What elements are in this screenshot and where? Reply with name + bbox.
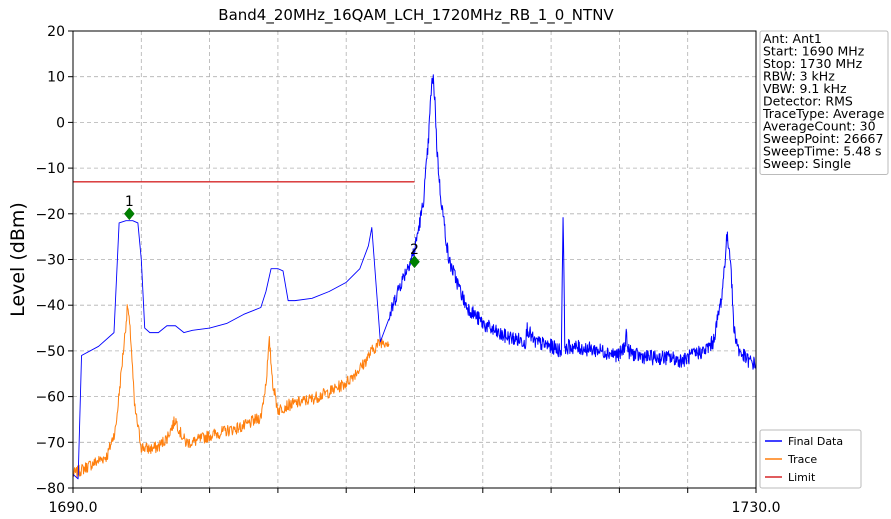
- x-tick-label: 1690.0: [49, 500, 98, 516]
- y-axis-label: Level (dBm): [7, 202, 29, 317]
- info-line: TraceType: Average: [762, 106, 885, 121]
- markers: 12: [124, 194, 420, 269]
- y-tick-label: 10: [47, 70, 65, 86]
- info-line: VBW: 9.1 kHz: [763, 81, 847, 96]
- info-line: Sweep: Single: [763, 156, 851, 171]
- info-line: Ant: Ant1: [763, 31, 822, 46]
- info-line: SweepPoint: 26667: [763, 131, 883, 146]
- marker-label: 2: [410, 242, 419, 258]
- legend-label: Final Data: [788, 435, 843, 448]
- x-tick-label: 1730.0: [732, 500, 781, 516]
- info-box-frame: [759, 30, 889, 175]
- x-axis-ticks: 1690.0 1730.0: [49, 488, 781, 516]
- y-tick-label: 0: [56, 115, 65, 131]
- y-tick-label: 20: [47, 24, 65, 40]
- y-tick-label: −20: [35, 207, 65, 223]
- info-line: Detector: RMS: [763, 94, 853, 109]
- final-data-series: [72, 74, 757, 480]
- marker-diamond: [409, 255, 420, 269]
- legend-frame: [759, 429, 862, 489]
- info-line: Start: 1690 MHz: [763, 44, 865, 59]
- series-line: [388, 74, 757, 370]
- legend-label: Limit: [788, 471, 816, 484]
- info-line: SweepTime: 5.48 s: [763, 144, 882, 159]
- chart-title: Band4_20MHz_16QAM_LCH_1720MHz_RB_1_0_NTN…: [218, 6, 614, 25]
- y-tick-label: −60: [35, 390, 65, 406]
- series-line: [72, 220, 390, 480]
- y-tick-label: −50: [35, 344, 65, 360]
- legend-label: Trace: [787, 453, 817, 466]
- info-line: AverageCount: 30: [763, 119, 876, 134]
- y-tick-label: −70: [35, 435, 65, 451]
- trace-series: [72, 304, 390, 478]
- marker-label: 1: [125, 194, 134, 210]
- series-line: [72, 304, 390, 478]
- y-tick-label: −30: [35, 253, 65, 269]
- y-axis-ticks: 20 10 0 −10 −20 −30 −40 −50 −60 −70 −80: [35, 24, 73, 497]
- y-tick-label: −40: [35, 298, 65, 314]
- y-tick-label: −80: [35, 481, 65, 497]
- y-tick-label: −10: [35, 161, 65, 177]
- info-line: Stop: 1730 MHz: [763, 56, 863, 71]
- legend: Final Data Trace Limit: [759, 429, 862, 489]
- marker-diamond: [124, 207, 135, 221]
- info-line: RBW: 3 kHz: [763, 69, 835, 84]
